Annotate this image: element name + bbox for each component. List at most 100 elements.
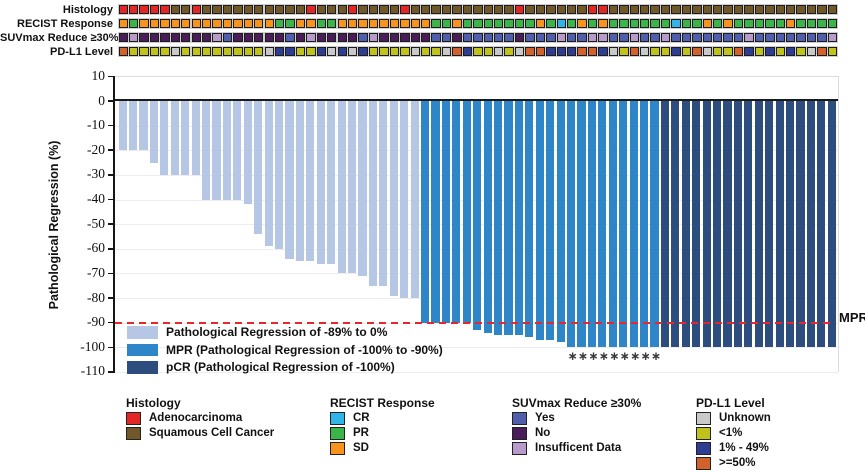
- annotation-square-suvmax: [597, 31, 609, 44]
- y-tick: [108, 198, 115, 201]
- annotation-square-suvmax: [711, 31, 724, 44]
- bar: [493, 101, 503, 335]
- annotation-square-suvmax: [545, 31, 557, 44]
- legend-swatch: [696, 441, 711, 455]
- annotation-square-pdl1: [534, 45, 547, 58]
- bar: [650, 101, 659, 348]
- annotation-square-histology: [711, 3, 724, 16]
- annotation-square-pdl1: [732, 45, 745, 58]
- annotation-square-suvmax: [315, 31, 328, 44]
- legend-swatch: [696, 456, 711, 470]
- bar: [306, 101, 315, 262]
- legend-swatch: [696, 412, 711, 425]
- legend-item-label: PR: [353, 426, 369, 439]
- annotation-square-suvmax: [691, 31, 703, 44]
- annotation-square-pdl1: [367, 45, 380, 58]
- y-tick-label: -70: [87, 264, 105, 280]
- legend-item-label: Squamous Cell Cancer: [149, 426, 275, 439]
- annotation-square-recist: [576, 17, 588, 30]
- annotation-square-histology: [659, 3, 672, 16]
- annotation-square-histology: [357, 3, 369, 16]
- annotation-square-suvmax: [190, 31, 202, 44]
- annotation-square-recist: [659, 17, 672, 30]
- bar: [327, 101, 336, 264]
- bar: [514, 101, 524, 335]
- asterisk-marker: ∗: [619, 349, 630, 364]
- annotation-square-histology: [315, 3, 328, 16]
- annotation-square-recist: [221, 17, 234, 30]
- bar: [139, 101, 148, 151]
- bar: [128, 101, 138, 151]
- annotation-square-pdl1: [680, 45, 693, 58]
- annotation-square-recist: [148, 17, 161, 30]
- annotation-square-suvmax: [795, 31, 807, 44]
- y-tick: [108, 223, 115, 225]
- annotation-square-recist: [805, 17, 818, 30]
- annotation-square-histology: [451, 3, 463, 16]
- annotation-square-histology: [221, 3, 234, 16]
- bar: [692, 101, 701, 348]
- bar: [733, 101, 743, 348]
- annotation-square-suvmax: [670, 31, 682, 44]
- annotation-square-pdl1: [513, 45, 526, 58]
- annotation-square-recist: [419, 17, 432, 30]
- annotation-square-suvmax: [732, 31, 745, 44]
- bar: [546, 101, 555, 340]
- annotation-square-suvmax: [576, 31, 588, 44]
- legend-item-label: 1% - 49%: [719, 441, 769, 454]
- annotation-square-recist: [357, 17, 369, 30]
- annotation-square-histology: [336, 3, 348, 16]
- annotation-square-suvmax: [419, 31, 432, 44]
- bar: [170, 101, 179, 175]
- y-tick: [108, 75, 115, 78]
- annotation-square-histology: [555, 3, 567, 16]
- annotation-square-histology: [409, 3, 421, 16]
- annotation-square-histology: [607, 3, 620, 16]
- bar: [671, 101, 680, 348]
- annotation-square-pdl1: [795, 45, 807, 58]
- annotation-square-recist: [127, 17, 140, 30]
- annotation-square-pdl1: [722, 45, 734, 58]
- asterisk-marker: ∗: [567, 349, 578, 364]
- annotation-square-recist: [607, 17, 620, 30]
- annotation-square-histology: [127, 3, 140, 16]
- annotation-square-suvmax: [472, 31, 484, 44]
- annotation-square-recist: [211, 17, 223, 30]
- y-tick-label: -30: [87, 166, 105, 182]
- bar: [431, 101, 440, 323]
- annotation-square-recist: [597, 17, 609, 30]
- annotation-square-histology: [482, 3, 494, 16]
- annotation-square-suvmax: [503, 31, 515, 44]
- annotation-square-histology: [753, 3, 766, 16]
- bar: [118, 101, 127, 151]
- annotation-square-suvmax: [242, 31, 255, 44]
- annotation-square-histology: [190, 3, 202, 16]
- annotation-square-histology: [649, 3, 661, 16]
- annotation-square-recist: [691, 17, 703, 30]
- annotation-square-suvmax: [805, 31, 818, 44]
- annotation-square-histology: [367, 3, 380, 16]
- bar: [660, 101, 670, 348]
- annotation-square-recist: [315, 17, 328, 30]
- y-tick: [108, 371, 115, 373]
- annotation-square-pdl1: [451, 45, 463, 58]
- bar: [191, 101, 200, 175]
- annotation-square-pdl1: [628, 45, 640, 58]
- track-label-pdl1: PD-L1 Level: [50, 46, 113, 58]
- annotation-square-histology: [618, 3, 630, 16]
- bar: [619, 101, 628, 348]
- bar: [274, 101, 284, 249]
- annotation-square-recist: [461, 17, 474, 30]
- annotation-square-suvmax: [586, 31, 599, 44]
- annotation-square-histology: [586, 3, 599, 16]
- annotation-square-histology: [534, 3, 547, 16]
- y-tick: [108, 124, 115, 127]
- annotation-square-recist: [263, 17, 275, 30]
- annotation-square-suvmax: [774, 31, 787, 44]
- annotation-square-recist: [795, 17, 807, 30]
- bar: [786, 101, 795, 348]
- annotation-square-histology: [388, 3, 401, 16]
- bar: [379, 101, 388, 286]
- annotation-square-histology: [430, 3, 442, 16]
- bar: [358, 101, 367, 276]
